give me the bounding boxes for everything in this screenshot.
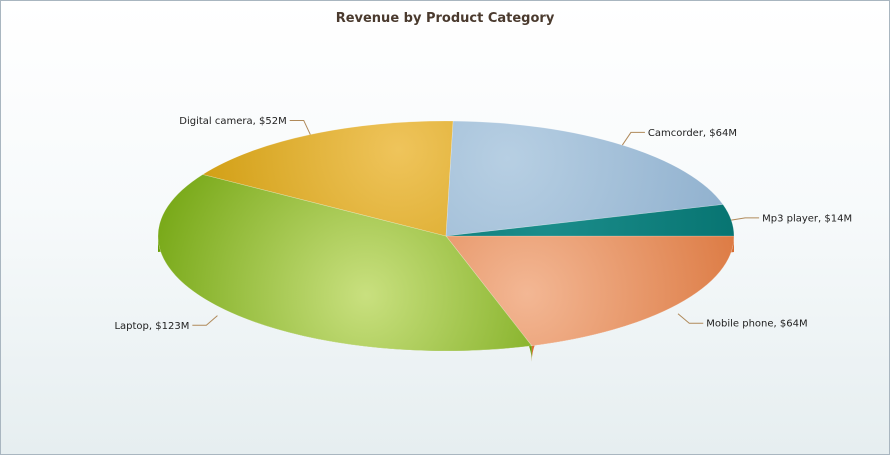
slice-label-mobile-phone: Mobile phone, $64M (706, 319, 807, 330)
slice-digital-camera[interactable] (201, 120, 454, 237)
slice-label-digital-camera: Digital camera, $52M (179, 116, 286, 127)
leader-line-camcorder (621, 131, 645, 146)
slice-mp3-player[interactable] (445, 204, 735, 237)
slice-label-camcorder: Camcorder, $64M (648, 128, 737, 139)
slice-label-mp3-player: Mp3 player, $14M (762, 213, 852, 224)
leader-line-digital-camera (289, 119, 311, 135)
slice-mobile-phone[interactable] (445, 235, 735, 347)
pie-slices (157, 120, 735, 362)
slice-label-laptop: Laptop, $123M (114, 321, 189, 332)
pie-labels: Mobile phone, $64M Laptop, $123M Digital c… (114, 116, 852, 332)
chart-title: Revenue by Product Category (335, 11, 555, 26)
leader-line-mp3-player (731, 217, 760, 221)
slice-laptop[interactable] (157, 174, 533, 352)
leader-line-mobile-phone (677, 313, 704, 324)
leader-line-laptop (192, 315, 218, 326)
